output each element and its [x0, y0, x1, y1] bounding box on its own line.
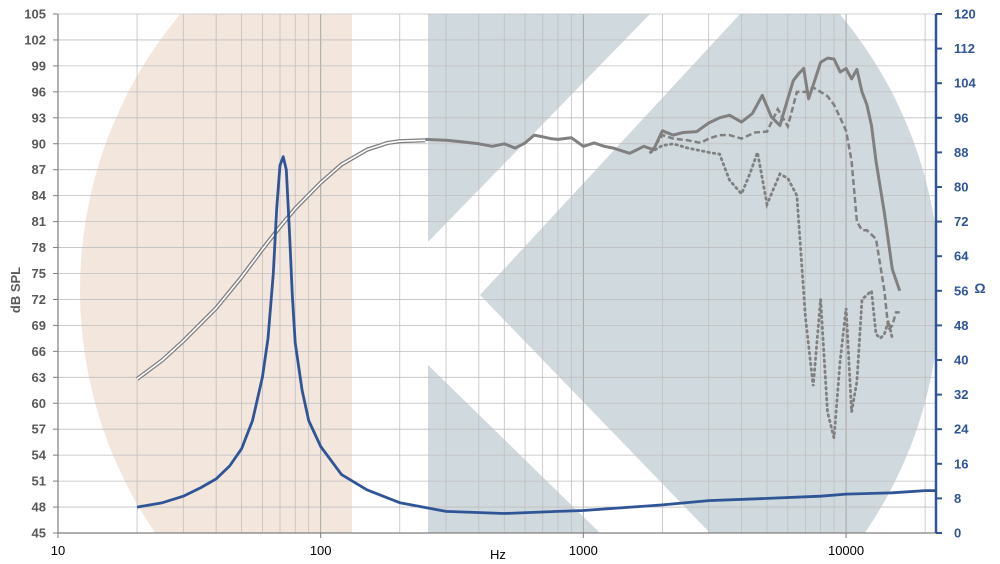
left-tick-label: 51	[32, 474, 46, 489]
watermark-bottom-wedge	[428, 365, 600, 533]
left-axis-title: dB SPL	[8, 267, 23, 313]
right-tick-label: 120	[954, 7, 976, 22]
left-tick-label: 72	[32, 292, 46, 307]
left-tick-label: 63	[32, 370, 46, 385]
spl-series-3-dotted	[649, 142, 894, 439]
left-tick-label: 87	[32, 162, 46, 177]
left-axis-ticks: 105 102 99 96 93 90 87 84 81 78 75 72 69 66 63 60 57 54 51…	[24, 7, 58, 541]
left-tick-label: 84	[32, 188, 47, 203]
left-tick-label: 75	[32, 266, 46, 281]
left-tick-label: 105	[24, 7, 46, 22]
right-tick-label: 0	[954, 526, 961, 541]
right-tick-label: 32	[954, 387, 968, 402]
right-tick-label: 16	[954, 456, 968, 471]
right-tick-label: 24	[954, 422, 969, 437]
spl-series-1	[425, 56, 902, 292]
series-layer	[135, 56, 936, 515]
left-tick-label: 90	[32, 136, 46, 151]
bottom-axis-ticks: 10 100 1000 10000	[51, 533, 864, 558]
left-tick-label: 66	[32, 344, 46, 359]
right-tick-label: 72	[954, 214, 968, 229]
left-tick-label: 45	[32, 526, 46, 541]
watermark-top-wedge	[428, 14, 650, 242]
right-tick-label: 40	[954, 353, 968, 368]
right-tick-label: 104	[954, 76, 976, 91]
left-tick-label: 93	[32, 110, 46, 125]
left-tick-label: 57	[32, 422, 46, 437]
left-tick-label: 48	[32, 500, 46, 515]
left-tick-label: 99	[32, 58, 46, 73]
right-tick-label: 88	[954, 145, 968, 160]
right-tick-label: 112	[954, 41, 975, 56]
impedance-series	[136, 155, 936, 515]
left-tick-label: 78	[32, 240, 46, 255]
left-tick-label: 69	[32, 318, 46, 333]
right-axis-title: Ω	[974, 280, 985, 296]
right-tick-label: 96	[954, 110, 968, 125]
left-tick-label: 60	[32, 396, 46, 411]
spl-series-2-dashed	[649, 86, 900, 333]
right-tick-label: 80	[954, 180, 968, 195]
bottom-tick-label: 10	[51, 543, 65, 558]
bottom-axis-title: Hz	[490, 547, 506, 562]
left-tick-label: 102	[24, 32, 46, 47]
right-tick-label: 48	[954, 318, 968, 333]
right-tick-label: 64	[954, 249, 969, 264]
bottom-tick-label: 1000	[569, 543, 598, 558]
left-tick-label: 96	[32, 84, 46, 99]
watermark-chevron	[480, 14, 936, 533]
left-tick-label: 54	[32, 448, 47, 463]
left-tick-label: 81	[32, 214, 46, 229]
bottom-tick-label: 100	[310, 543, 332, 558]
gridlines	[57, 13, 936, 534]
bottom-tick-label: 10000	[828, 543, 864, 558]
right-tick-label: 8	[954, 491, 961, 506]
right-tick-label: 56	[954, 283, 968, 298]
